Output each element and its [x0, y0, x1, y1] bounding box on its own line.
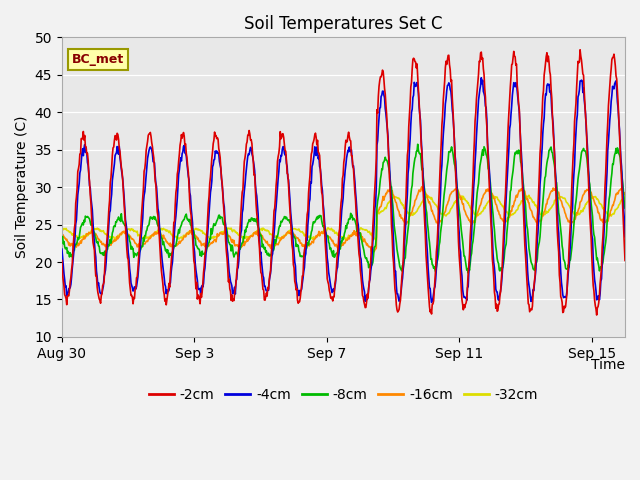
Text: BC_met: BC_met: [72, 53, 124, 66]
Text: Time: Time: [591, 358, 625, 372]
Legend: -2cm, -4cm, -8cm, -16cm, -32cm: -2cm, -4cm, -8cm, -16cm, -32cm: [143, 383, 543, 408]
Y-axis label: Soil Temperature (C): Soil Temperature (C): [15, 116, 29, 258]
Title: Soil Temperatures Set C: Soil Temperatures Set C: [244, 15, 443, 33]
